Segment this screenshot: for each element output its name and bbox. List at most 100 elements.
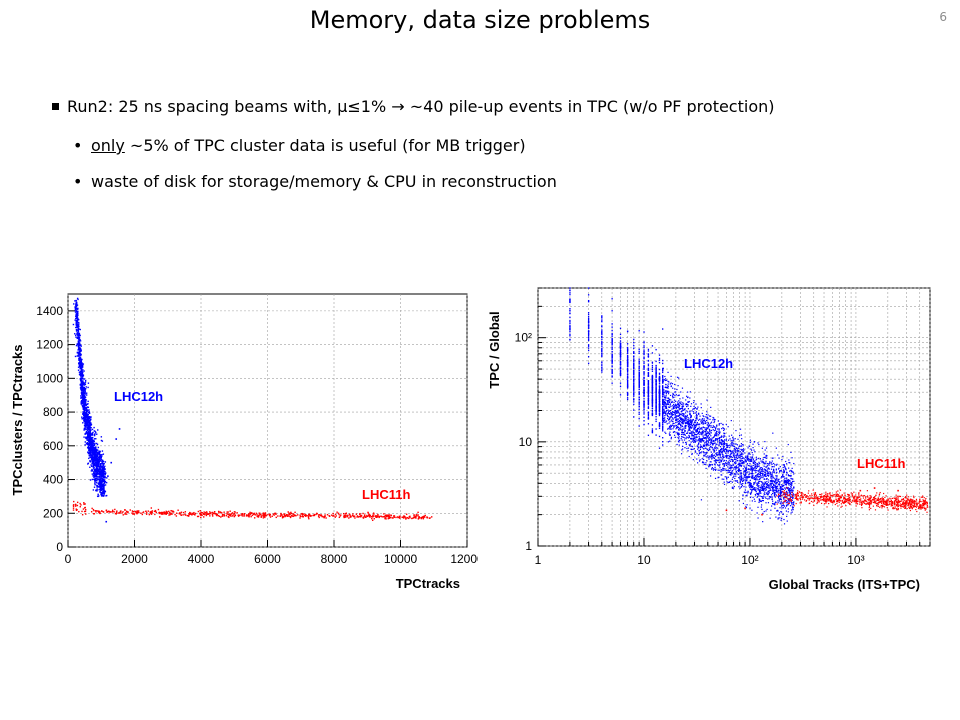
point-lhc12h bbox=[671, 413, 673, 416]
point-lhc12h bbox=[601, 315, 603, 317]
point-lhc12h bbox=[101, 480, 103, 483]
point-lhc12h bbox=[651, 384, 654, 387]
point-lhc12h bbox=[77, 328, 79, 330]
point-lhc12h bbox=[772, 465, 774, 468]
point-lhc12h bbox=[750, 473, 753, 475]
point-lhc12h bbox=[731, 465, 733, 467]
point-lhc12h bbox=[601, 319, 603, 321]
point-lhc12h bbox=[655, 369, 657, 372]
point-lhc12h bbox=[81, 416, 83, 418]
point-lhc12h bbox=[97, 470, 100, 472]
point-lhc12h bbox=[77, 342, 80, 344]
point-lhc12h bbox=[626, 363, 629, 366]
point-lhc12h bbox=[778, 478, 780, 480]
point-lhc12h bbox=[773, 466, 775, 468]
point-lhc12h bbox=[100, 460, 102, 462]
point-lhc12h bbox=[633, 361, 635, 363]
point-lhc12h bbox=[662, 410, 664, 413]
point-lhc12h bbox=[780, 510, 782, 513]
point-lhc12h bbox=[756, 482, 758, 484]
point-lhc12h bbox=[96, 490, 98, 492]
point-lhc12h bbox=[721, 428, 723, 430]
point-lhc12h bbox=[81, 401, 84, 403]
point-lhc12h bbox=[710, 425, 712, 427]
point-lhc11h bbox=[154, 510, 157, 513]
point-lhc11h bbox=[306, 515, 308, 517]
point-lhc12h bbox=[745, 486, 747, 488]
point-lhc12h bbox=[736, 467, 738, 469]
point-lhc12h bbox=[87, 403, 89, 405]
point-lhc12h bbox=[79, 387, 82, 389]
point-lhc12h bbox=[662, 387, 664, 389]
point-lhc12h bbox=[647, 392, 650, 394]
point-lhc12h bbox=[666, 390, 668, 392]
point-lhc12h bbox=[670, 419, 672, 421]
point-lhc12h bbox=[626, 397, 629, 399]
point-lhc12h bbox=[743, 473, 745, 475]
point-lhc12h bbox=[88, 411, 91, 413]
point-lhc12h bbox=[97, 453, 99, 455]
point-lhc11h bbox=[243, 513, 246, 515]
point-lhc11h bbox=[359, 513, 361, 516]
point-lhc12h bbox=[84, 390, 86, 393]
point-lhc12h bbox=[91, 448, 93, 450]
point-lhc12h bbox=[87, 452, 90, 455]
point-lhc12h bbox=[662, 416, 664, 419]
point-lhc12h bbox=[611, 339, 613, 341]
point-lhc12h bbox=[679, 408, 681, 410]
point-lhc12h bbox=[669, 434, 671, 436]
point-lhc12h bbox=[709, 464, 712, 466]
point-lhc12h bbox=[647, 359, 650, 362]
point-lhc12h bbox=[103, 474, 105, 477]
point-lhc12h bbox=[785, 499, 788, 502]
point-lhc12h bbox=[78, 371, 81, 373]
point-lhc11h bbox=[184, 511, 187, 513]
point-lhc12h bbox=[91, 436, 94, 439]
point-lhc12h bbox=[730, 456, 732, 458]
point-lhc12h bbox=[705, 428, 708, 431]
point-lhc12h bbox=[651, 385, 654, 388]
point-lhc12h bbox=[94, 442, 96, 445]
point-lhc12h bbox=[767, 462, 769, 465]
point-lhc11h bbox=[159, 516, 161, 518]
point-lhc12h bbox=[779, 489, 781, 492]
point-lhc12h bbox=[754, 451, 756, 453]
point-lhc12h bbox=[101, 454, 103, 456]
point-lhc12h bbox=[713, 436, 715, 438]
point-lhc11h bbox=[208, 513, 211, 515]
point-lhc12h bbox=[762, 500, 764, 502]
point-lhc12h bbox=[754, 475, 756, 477]
point-lhc12h bbox=[733, 456, 735, 458]
point-lhc11h bbox=[393, 516, 395, 518]
point-lhc11h bbox=[365, 516, 367, 518]
point-lhc12h bbox=[655, 348, 657, 351]
point-lhc12h bbox=[98, 450, 100, 453]
point-lhc12h bbox=[690, 432, 692, 434]
point-lhc11h bbox=[292, 515, 294, 518]
point-lhc12h bbox=[751, 470, 753, 472]
point-lhc12h bbox=[626, 356, 629, 358]
point-lhc11h bbox=[290, 511, 292, 514]
point-lhc11h bbox=[362, 512, 364, 515]
point-lhc11h bbox=[136, 513, 138, 515]
point-lhc12h bbox=[85, 408, 87, 410]
point-lhc12h bbox=[88, 443, 91, 446]
point-lhc12h bbox=[765, 454, 767, 456]
point-lhc12h bbox=[626, 373, 629, 375]
point-lhc12h bbox=[101, 479, 104, 481]
point-lhc12h bbox=[90, 451, 92, 454]
point-lhc12h bbox=[713, 454, 716, 456]
point-lhc12h bbox=[768, 492, 770, 494]
point-lhc12h bbox=[79, 344, 82, 346]
point-lhc12h bbox=[723, 463, 725, 465]
point-lhc12h bbox=[768, 472, 770, 475]
point-lhc12h bbox=[647, 395, 650, 398]
round-bullet-icon: • bbox=[73, 172, 83, 191]
point-lhc12h bbox=[658, 383, 661, 385]
point-lhc11h bbox=[165, 510, 167, 513]
point-lhc12h bbox=[81, 396, 83, 399]
point-lhc12h bbox=[693, 425, 695, 427]
point-lhc12h bbox=[626, 382, 629, 384]
point-lhc12h bbox=[611, 360, 613, 363]
point-lhc12h bbox=[611, 371, 613, 374]
